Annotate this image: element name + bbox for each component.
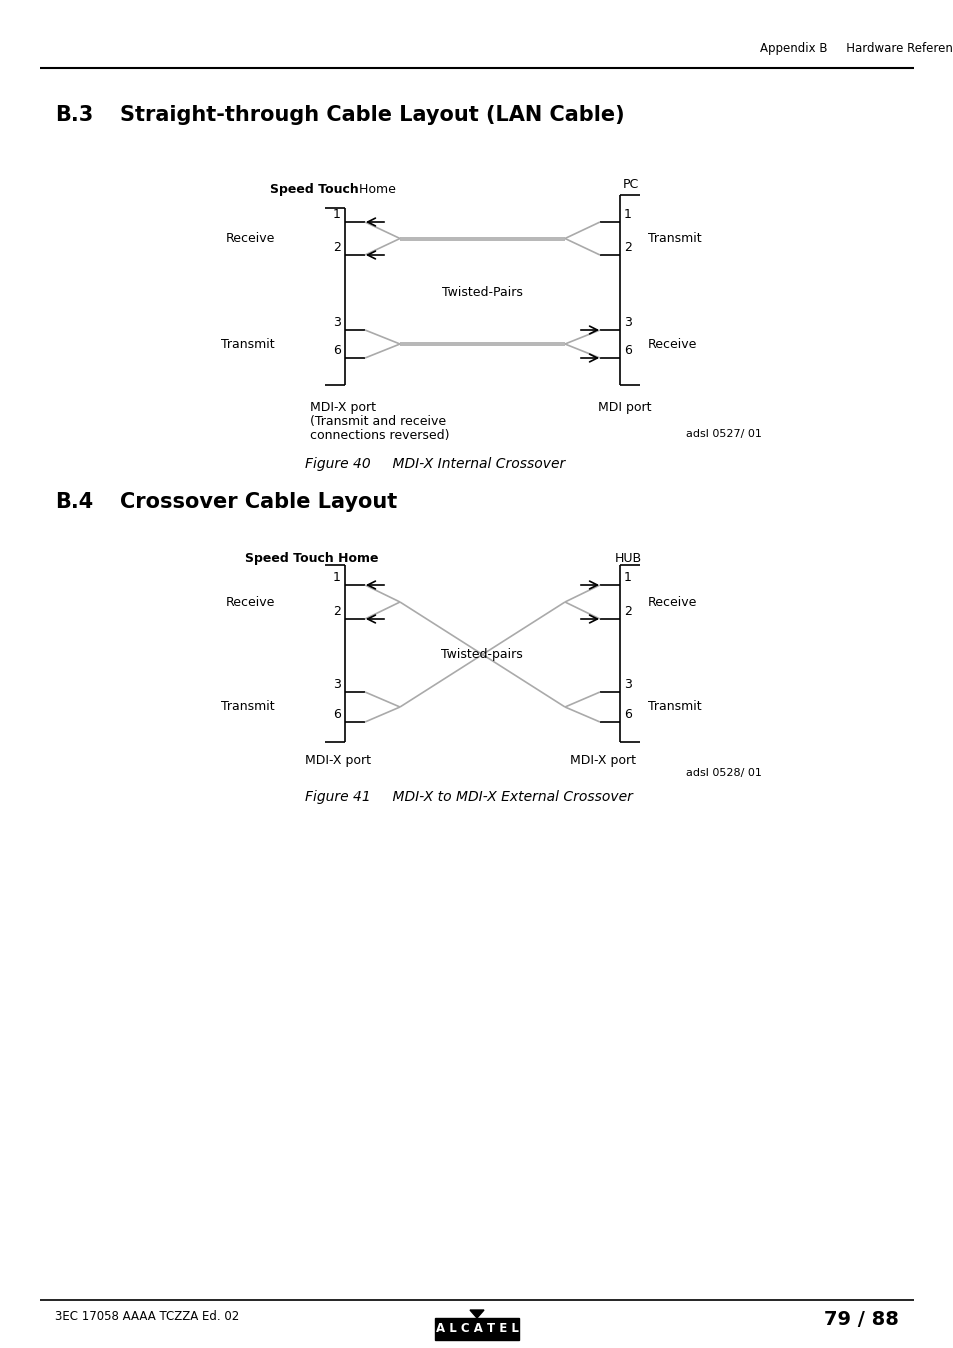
Text: MDI-X port: MDI-X port	[310, 400, 375, 414]
Text: 3: 3	[623, 315, 631, 329]
Text: 2: 2	[623, 605, 631, 617]
Text: 1: 1	[623, 572, 631, 584]
Text: MDI-X to MDI-X External Crossover: MDI-X to MDI-X External Crossover	[375, 790, 632, 803]
Text: Speed Touch: Speed Touch	[270, 183, 358, 195]
Text: Receive: Receive	[647, 596, 697, 608]
Text: MDI-X port: MDI-X port	[569, 754, 636, 767]
Text: MDI-X Internal Crossover: MDI-X Internal Crossover	[375, 457, 565, 470]
Text: Twisted-Pairs: Twisted-Pairs	[441, 286, 522, 298]
Text: adsl 0528/ 01: adsl 0528/ 01	[685, 768, 761, 778]
Text: A L C A T E L: A L C A T E L	[436, 1322, 517, 1336]
Text: 3EC 17058 AAAA TCZZA Ed. 02: 3EC 17058 AAAA TCZZA Ed. 02	[55, 1310, 239, 1322]
Text: adsl 0527/ 01: adsl 0527/ 01	[685, 429, 761, 439]
Text: 1: 1	[333, 572, 340, 584]
Text: 3: 3	[623, 678, 631, 692]
Text: Figure 40: Figure 40	[305, 457, 371, 470]
Text: 6: 6	[333, 344, 340, 357]
Text: PC: PC	[622, 178, 639, 191]
Text: Crossover Cable Layout: Crossover Cable Layout	[120, 492, 396, 512]
Text: 6: 6	[623, 344, 631, 357]
Text: Receive: Receive	[226, 232, 274, 245]
Text: Speed Touch Home: Speed Touch Home	[245, 551, 378, 565]
Text: B.4: B.4	[55, 492, 93, 512]
Text: Transmit: Transmit	[221, 337, 274, 350]
Text: MDI port: MDI port	[598, 400, 651, 414]
Text: MDI-X port: MDI-X port	[305, 754, 371, 767]
Text: 3: 3	[333, 678, 340, 692]
Text: Transmit: Transmit	[221, 701, 274, 713]
Text: 1: 1	[623, 208, 631, 221]
Text: B.3: B.3	[55, 105, 93, 125]
FancyBboxPatch shape	[435, 1318, 518, 1340]
Text: Receive: Receive	[226, 596, 274, 608]
Text: Home: Home	[355, 183, 395, 195]
Text: Receive: Receive	[647, 337, 697, 350]
Text: Straight-through Cable Layout (LAN Cable): Straight-through Cable Layout (LAN Cable…	[120, 105, 624, 125]
Text: 3: 3	[333, 315, 340, 329]
Polygon shape	[470, 1310, 483, 1318]
Text: HUB: HUB	[615, 551, 641, 565]
Text: 2: 2	[623, 241, 631, 253]
Text: connections reversed): connections reversed)	[310, 429, 449, 442]
Text: 79 / 88: 79 / 88	[823, 1310, 898, 1329]
Text: 1: 1	[333, 208, 340, 221]
Text: Figure 41: Figure 41	[305, 790, 371, 803]
Text: Transmit: Transmit	[647, 701, 700, 713]
Text: 2: 2	[333, 241, 340, 253]
Text: Transmit: Transmit	[647, 232, 700, 245]
Text: (Transmit and receive: (Transmit and receive	[310, 415, 446, 429]
Text: 2: 2	[333, 605, 340, 617]
Text: 6: 6	[333, 708, 340, 721]
Text: 6: 6	[623, 708, 631, 721]
Text: Twisted-pairs: Twisted-pairs	[440, 648, 522, 661]
Text: Appendix B     Hardware Reference: Appendix B Hardware Reference	[760, 42, 953, 55]
